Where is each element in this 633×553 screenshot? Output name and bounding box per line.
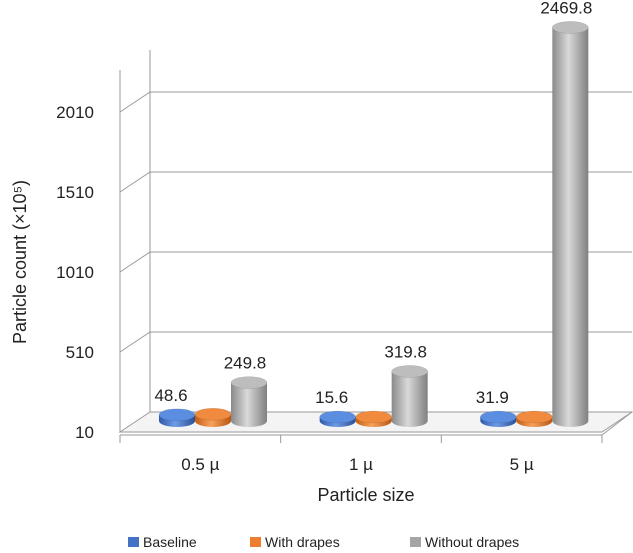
legend-label: Baseline (143, 534, 197, 550)
bar (230, 376, 268, 427)
axes: 10 510 1010 1510 2010 0.5 µ 1 µ 5 µ (56, 50, 633, 474)
y-tick-label: 1010 (56, 263, 94, 282)
legend-swatch (410, 537, 421, 547)
y-tick-label: 510 (66, 343, 94, 362)
legend-item: Without drapes (410, 534, 519, 550)
bar (391, 365, 428, 428)
x-axis-title: Particle size (317, 485, 414, 505)
x-tick-label: 1 µ (349, 455, 373, 474)
legend-item: Baseline (128, 534, 197, 550)
legend-label: Without drapes (425, 534, 519, 550)
data-labels: 48.6 249.8 15.6 319.8 31.9 2469.8 (154, 0, 592, 407)
data-label: 249.8 (224, 354, 267, 373)
y-axis-title: Particle count (×10⁵) (10, 180, 30, 344)
bars (158, 21, 589, 428)
data-label: 15.6 (315, 388, 348, 407)
legend-item: With drapes (250, 534, 340, 550)
legend: Baseline With drapes Without drapes (128, 534, 519, 550)
floor-edge (601, 411, 633, 436)
legend-swatch (250, 537, 261, 547)
y-tick-label: 2010 (56, 103, 94, 122)
x-tick-label: 5 µ (510, 455, 534, 474)
legend-swatch (128, 537, 139, 547)
data-label: 2469.8 (540, 0, 592, 17)
bar (552, 21, 589, 428)
bar (480, 410, 517, 427)
data-label: 31.9 (476, 388, 509, 407)
bar (158, 408, 196, 427)
y-tick-label: 1510 (56, 183, 94, 202)
bar (355, 410, 392, 428)
data-label: 319.8 (384, 342, 427, 361)
y-tick-label: 10 (75, 423, 94, 442)
bar (516, 410, 553, 428)
bar (194, 408, 232, 427)
x-tick-label: 0.5 µ (181, 455, 219, 474)
legend-label: With drapes (265, 534, 340, 550)
bar (319, 410, 356, 428)
data-label: 48.6 (154, 386, 187, 405)
